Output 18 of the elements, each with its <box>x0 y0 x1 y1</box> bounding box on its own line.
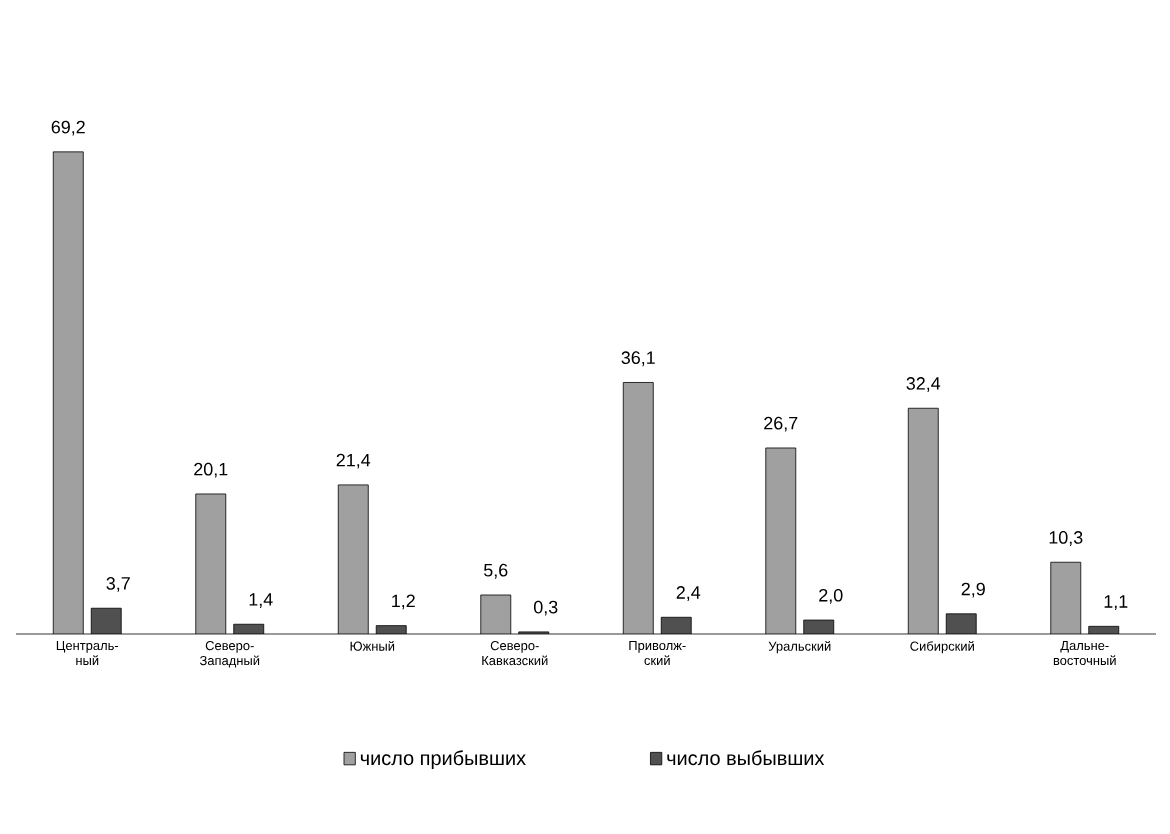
data-label: 20,1 <box>194 462 228 478</box>
data-label: 2,9 <box>961 582 985 598</box>
data-label: 21,4 <box>336 453 371 469</box>
data-label: 10,3 <box>1049 531 1083 546</box>
data-label: 69,2 <box>51 120 85 136</box>
data-label: 0,3 <box>533 600 558 616</box>
data-label: 1,4 <box>249 593 273 608</box>
data-label: 5,6 <box>484 563 508 579</box>
data-label: 3,7 <box>106 577 130 592</box>
data-label: 1,2 <box>392 594 415 610</box>
data-label: 36,1 <box>621 351 655 367</box>
legend-label: число выбывших <box>667 750 825 766</box>
data-label: 2,4 <box>676 586 701 601</box>
data-label: 1,1 <box>1104 595 1128 610</box>
data-label: 2,0 <box>819 588 843 604</box>
data-label: 26,7 <box>764 416 798 432</box>
data-label: 32,4 <box>906 377 941 392</box>
legend-label: число прибывших <box>360 750 526 770</box>
